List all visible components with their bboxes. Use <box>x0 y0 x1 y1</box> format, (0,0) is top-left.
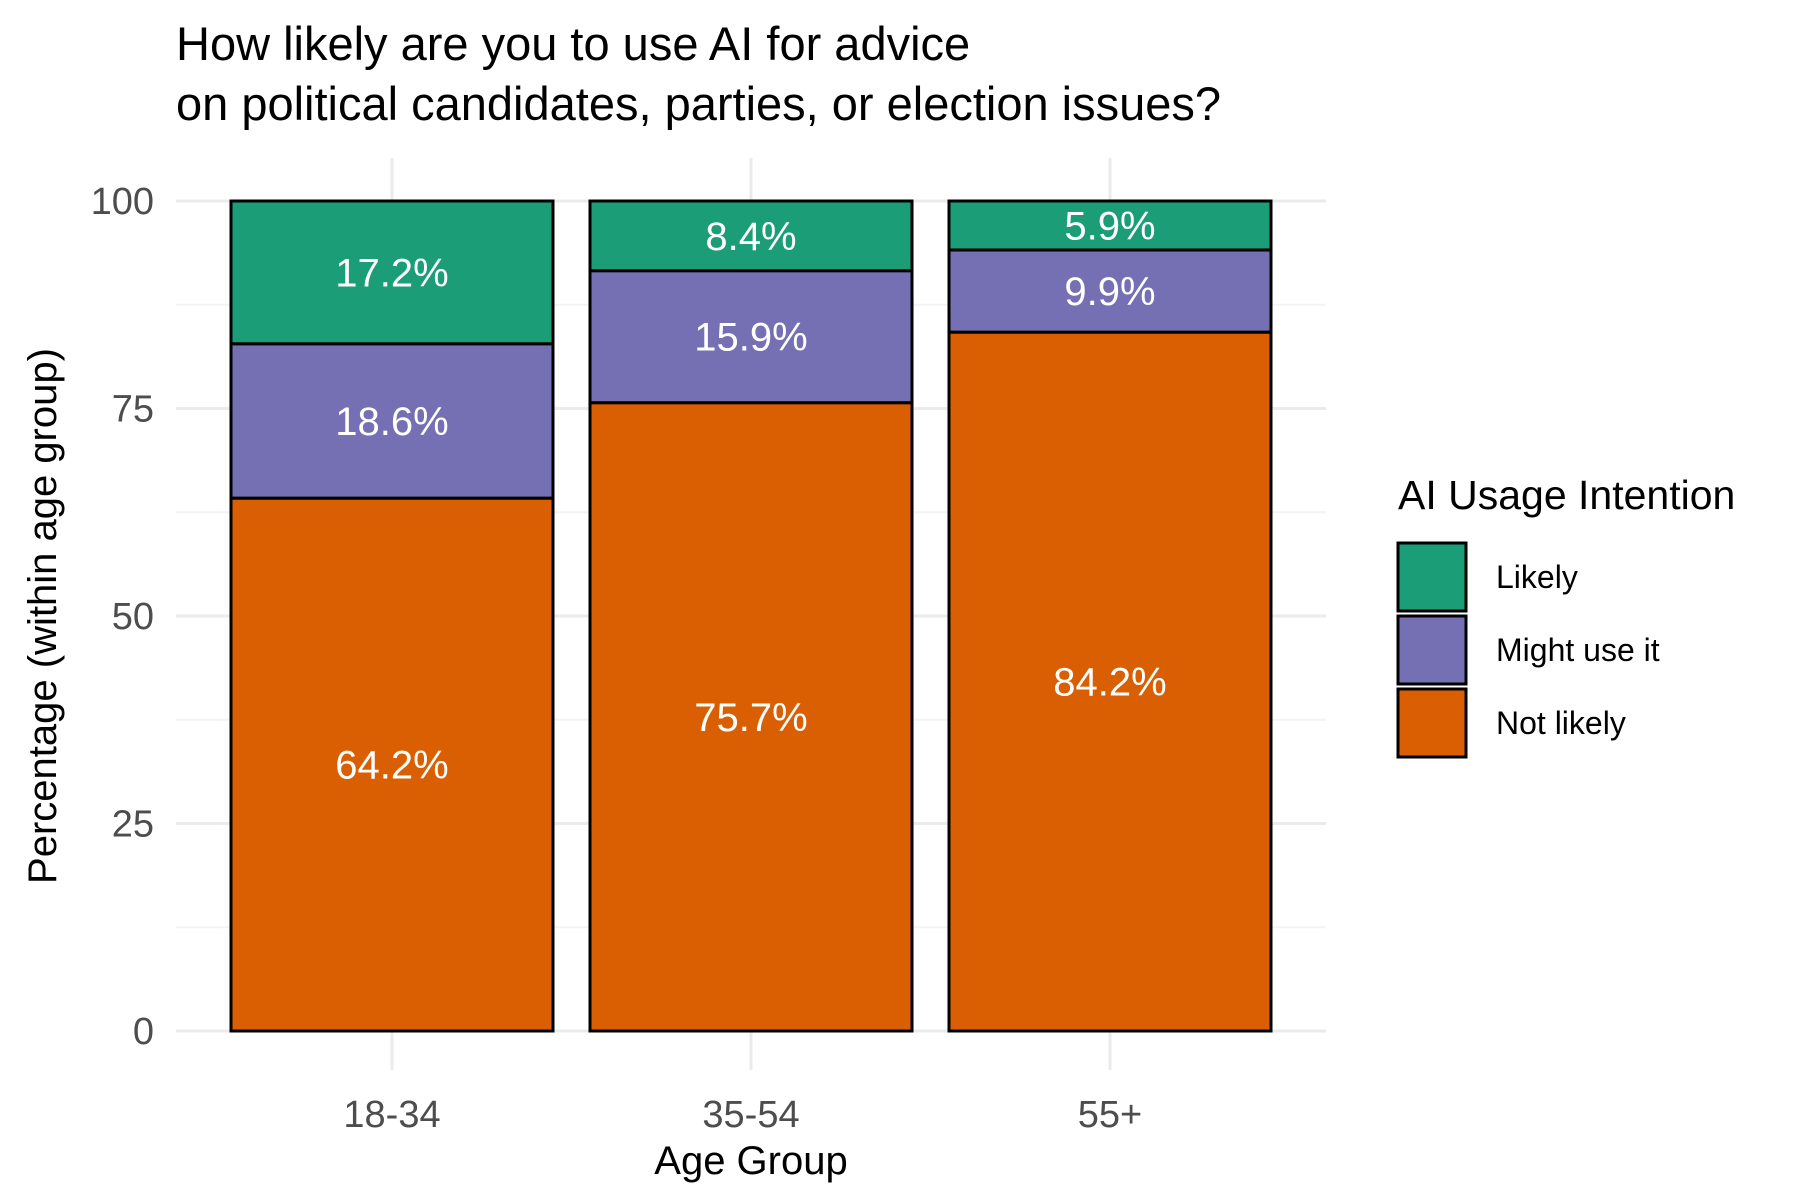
data-label: 75.7% <box>694 696 807 740</box>
legend-label: Not likely <box>1496 705 1626 741</box>
legend: AI Usage Intention Likely Might use it Not… <box>1396 472 1735 759</box>
bar-segment-might-use-it <box>588 269 914 405</box>
data-label: 9.9% <box>1064 270 1155 314</box>
bar-segment-likely <box>947 199 1273 252</box>
x-tick-label: 35-54 <box>702 1094 799 1136</box>
x-tick-label: 55+ <box>1078 1094 1142 1136</box>
data-label: 8.4% <box>705 215 796 259</box>
y-tick-label: 100 <box>91 181 154 223</box>
x-tick-label: 18-34 <box>343 1094 440 1136</box>
y-tick-label: 0 <box>133 1011 154 1053</box>
data-labels: 64.2% 18.6% 17.2% 75.7% 15.9% 8.4% 84.2% 9.9% 5.… <box>335 204 1166 787</box>
axis-ticks: 0 25 50 75 100 18-34 35-54 55+ <box>91 181 1143 1136</box>
legend-key-might-use-it <box>1396 614 1468 686</box>
y-tick-label: 50 <box>112 596 154 638</box>
legend-key-not-likely <box>1396 687 1468 759</box>
y-tick-label: 25 <box>112 804 154 846</box>
legend-label: Might use it <box>1496 632 1660 668</box>
legend-label: Likely <box>1496 559 1578 595</box>
bar-segment-not-likely <box>229 496 555 1033</box>
legend-key-likely <box>1396 541 1468 613</box>
bar-segment-likely <box>229 199 555 346</box>
data-label: 5.9% <box>1064 204 1155 248</box>
bar-segment-might-use-it <box>947 248 1273 334</box>
bar-segment-likely <box>588 199 914 273</box>
chart-title-line-1: How likely are you to use AI for advice <box>176 17 970 70</box>
chart-title-line-2: on political candidates, parties, or ele… <box>176 77 1221 130</box>
legend-title: AI Usage Intention <box>1398 472 1735 518</box>
data-label: 17.2% <box>335 251 448 295</box>
y-axis-title: Percentage (within age group) <box>21 348 65 884</box>
x-axis-title: Age Group <box>654 1139 847 1183</box>
data-label: 64.2% <box>335 744 448 788</box>
data-label: 18.6% <box>335 400 448 444</box>
bars <box>229 199 1273 1033</box>
data-label: 15.9% <box>694 316 807 360</box>
bar-segment-not-likely <box>947 330 1273 1033</box>
data-label: 84.2% <box>1053 661 1166 705</box>
y-tick-label: 75 <box>112 389 154 431</box>
